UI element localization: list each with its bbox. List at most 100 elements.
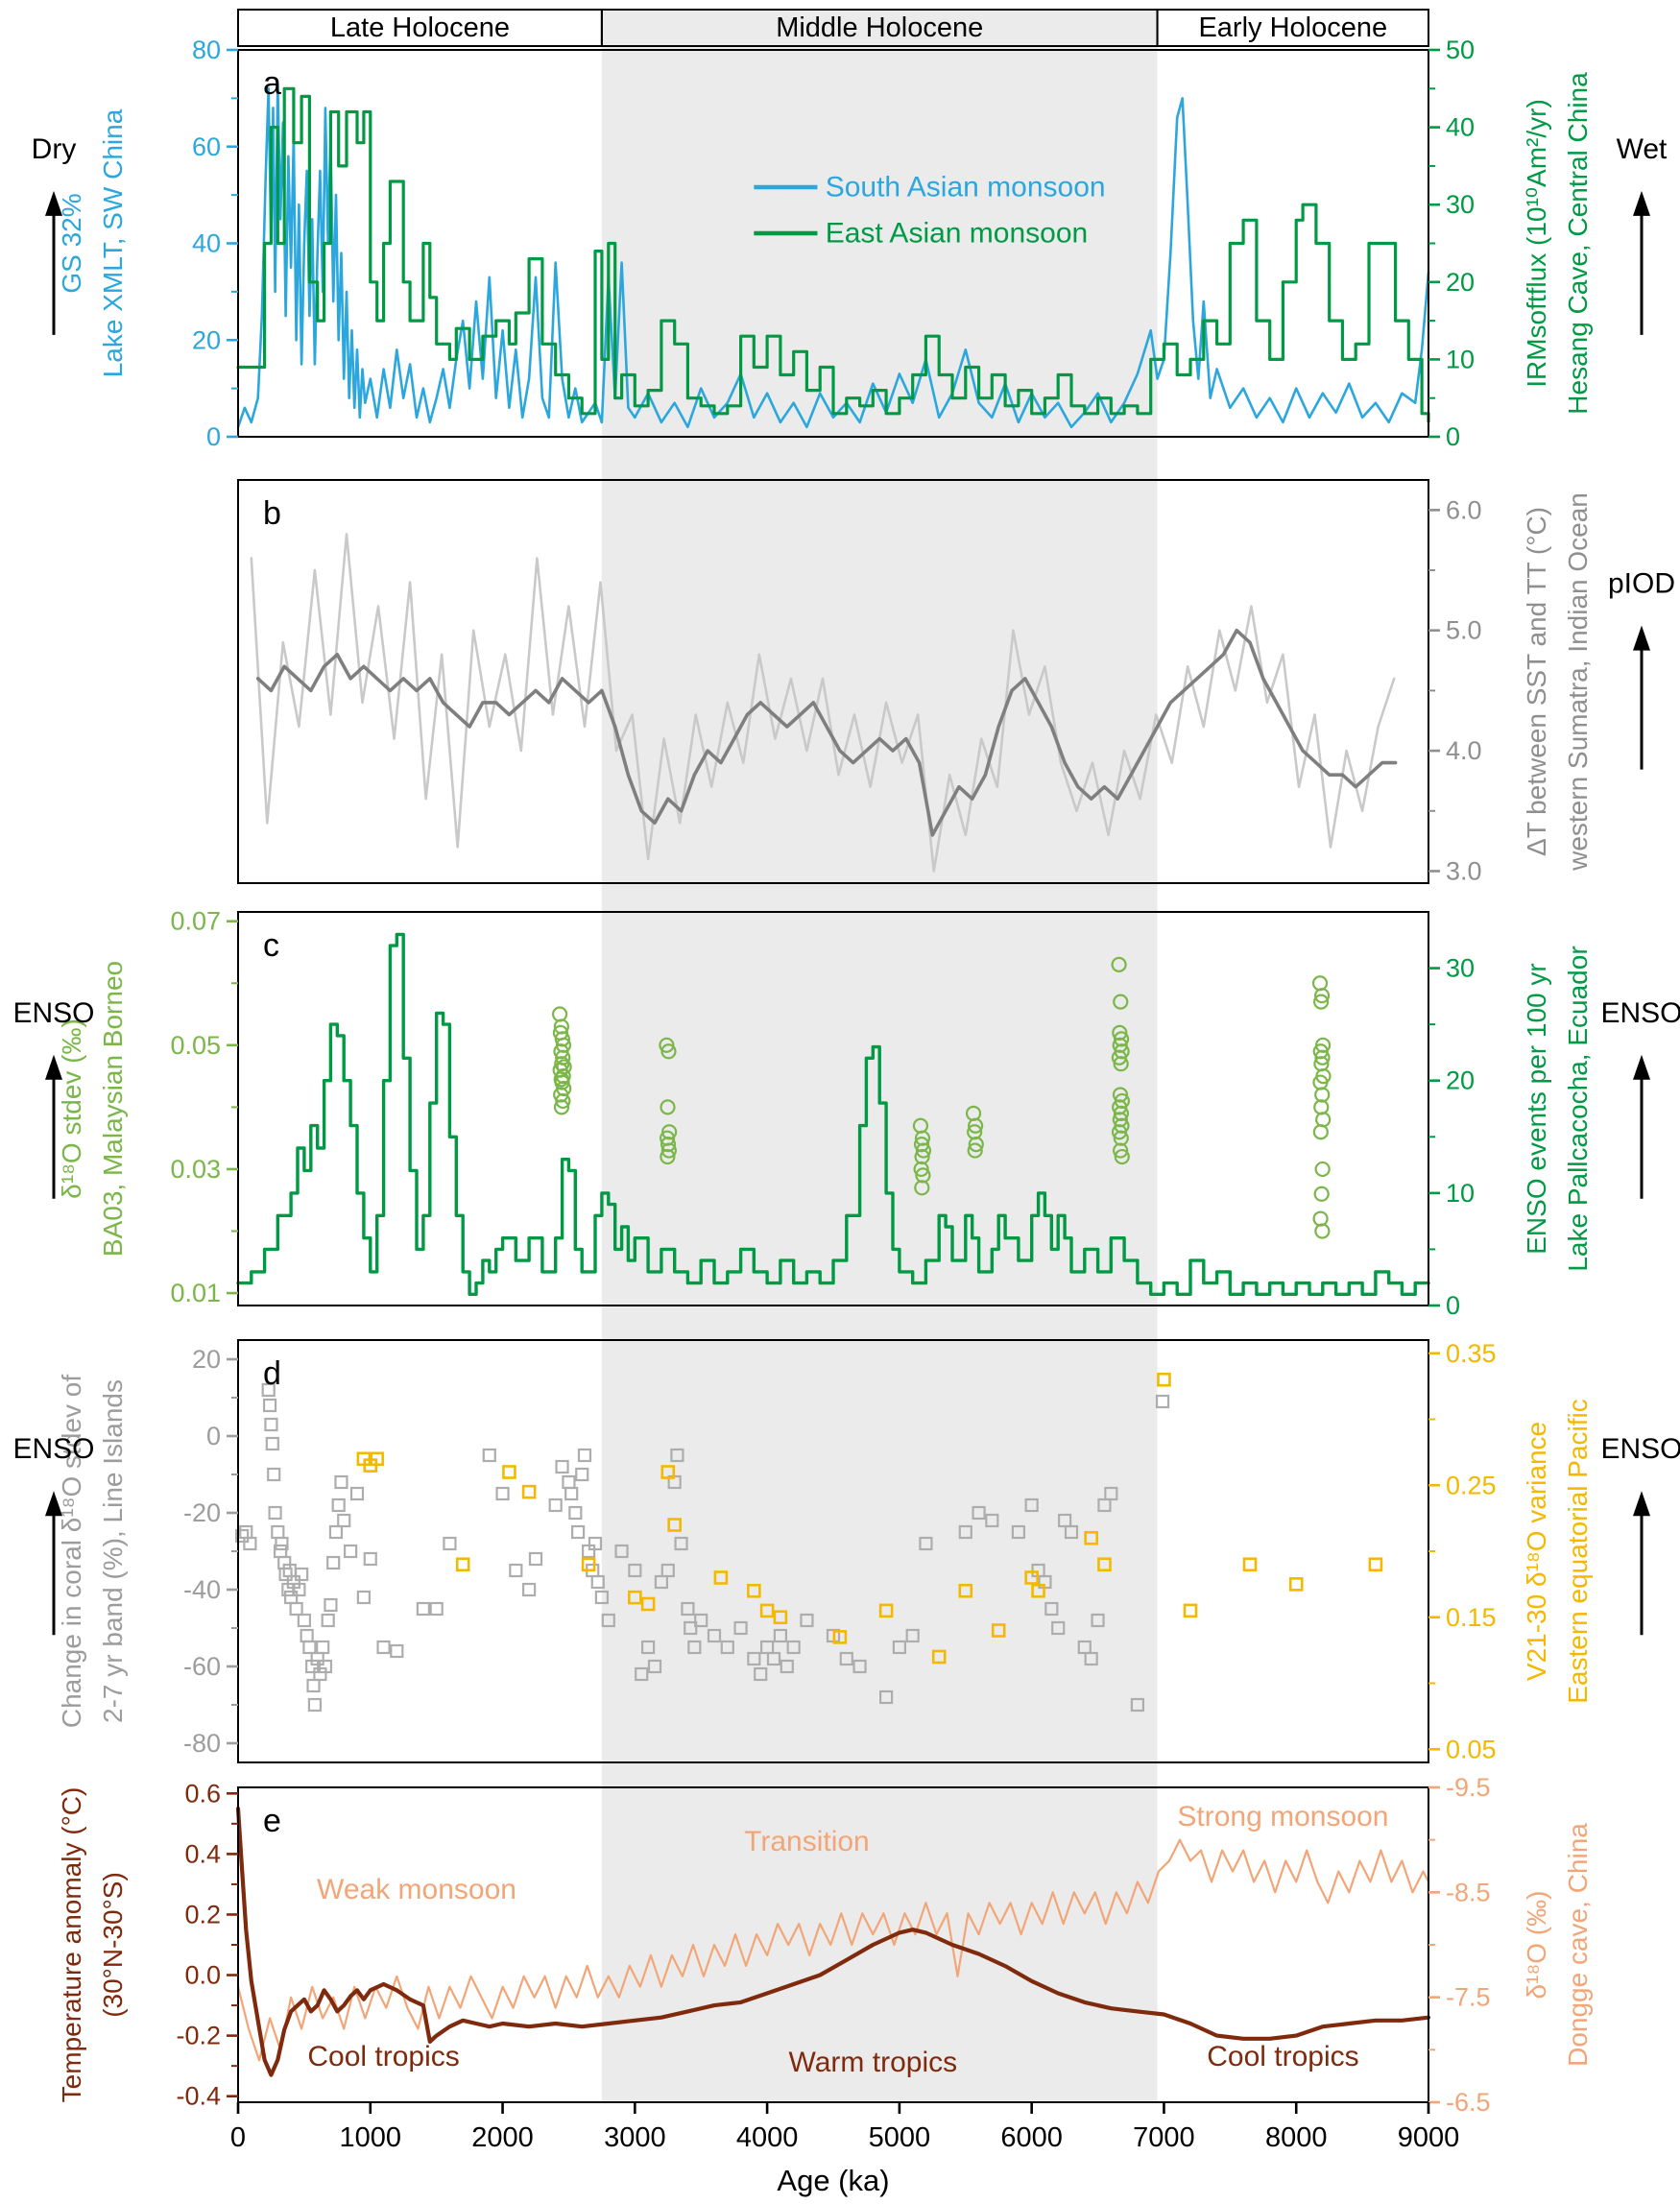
tick-label: 20 <box>1446 1066 1475 1095</box>
series-east-asian-monsoon <box>236 86 1430 423</box>
annotation: Transition <box>744 1826 870 1857</box>
outer-label-right-b: pIOD <box>1608 568 1675 770</box>
axis-title-line: IRMsoftflux (10¹⁰Am²/yr) <box>1522 99 1551 388</box>
x-tick-label: 0 <box>230 2122 246 2153</box>
outer-label-right-a: Wet <box>1617 133 1668 335</box>
annotation: Cool tropics <box>307 2041 459 2072</box>
tick-label: -80 <box>183 1729 221 1758</box>
series-south-asian-monsoon <box>236 83 1430 429</box>
axis-title-line: 2-7 yr band (%), Line Islands <box>98 1379 128 1723</box>
x-tick-label: 8000 <box>1265 2122 1328 2153</box>
axis-title-line: western Sumatra, Indian Ocean <box>1563 492 1593 872</box>
x-tick-label: 1000 <box>340 2122 402 2153</box>
tick-label: 50 <box>1446 36 1475 64</box>
tick-label: -0.2 <box>176 2022 221 2050</box>
tick-label: 0.4 <box>184 1839 221 1868</box>
epoch-label: Early Holocene <box>1198 12 1387 43</box>
outer-label-left-d: ENSO <box>12 1433 95 1636</box>
panel-a-right-axis: 0 10 20 30 40 50 IRMsoftflux (10¹⁰Am²/yr) Hesan… <box>1428 36 1593 451</box>
outer-label-text: Wet <box>1617 133 1668 165</box>
series-v21-30-variance-squares <box>356 1372 1383 1665</box>
series-borneo-d18o-stdev-circles <box>551 956 1332 1239</box>
epoch-header: Late Holocene Middle Holocene Early Holoce… <box>237 9 1429 47</box>
up-arrow-icon <box>1633 1054 1650 1080</box>
tick-label: 10 <box>1446 1179 1475 1208</box>
tick-label: 3.0 <box>1446 856 1482 885</box>
tick-label: -6.5 <box>1446 2088 1491 2117</box>
tick-label: 0.07 <box>170 907 221 936</box>
panel-letter-c: c <box>263 927 279 964</box>
axis-title-line: δ¹⁸O stdev (‰) <box>57 1018 86 1199</box>
tick-label: 0.03 <box>170 1155 221 1184</box>
tick-label: 0.6 <box>184 1779 221 1808</box>
tick-label: -20 <box>183 1498 221 1527</box>
up-arrow-icon <box>1633 625 1650 651</box>
x-tick-label: 2000 <box>471 2122 534 2153</box>
up-arrow-icon <box>1633 190 1650 216</box>
axis-title-line: ENSO events per 100 yr <box>1522 963 1551 1254</box>
panel-b: 3.0 4.0 5.0 6.0 ΔT between SST and TT (°C) we… <box>237 479 1593 885</box>
tick-label: 40 <box>192 229 221 258</box>
axis-title-line: Change in coral δ¹⁸O stdev of <box>57 1375 86 1728</box>
series-sst-tt-raw <box>250 533 1396 873</box>
axis-title-line: GS 32% <box>57 193 86 293</box>
panel-c: 0.01 0.03 0.05 0.07 δ¹⁸O stdev (‰) BA03, Mala… <box>57 907 1593 1320</box>
panel-d: 20 0 -20 -40 -60 -80 Change in coral δ¹⁸O stde… <box>57 1339 1593 1764</box>
tick-label: 30 <box>1446 954 1475 983</box>
outer-label-left-c: ENSO <box>12 997 95 1199</box>
axis-title-line: Dongge cave, China <box>1563 1823 1593 2067</box>
series-tropical-temperature-anomaly <box>235 1807 1431 2077</box>
series-dongge-d18o <box>236 1838 1430 2062</box>
tick-label: 6.0 <box>1446 495 1482 524</box>
annotation: Cool tropics <box>1207 2041 1358 2072</box>
tick-label: 0 <box>1446 1291 1460 1320</box>
tick-label: 40 <box>1446 113 1475 142</box>
tick-label: 0.01 <box>170 1279 221 1307</box>
panel-c-left-axis: 0.01 0.03 0.05 0.07 δ¹⁸O stdev (‰) BA03, Mala… <box>57 907 238 1307</box>
panel-b-right-axis: 3.0 4.0 5.0 6.0 ΔT between SST and TT (°C) we… <box>1428 492 1593 885</box>
epoch-label: Middle Holocene <box>776 12 983 43</box>
tick-label: 0.05 <box>170 1031 221 1060</box>
outer-label-text: ENSO <box>12 1433 94 1465</box>
annotation: Weak monsoon <box>317 1874 516 1905</box>
tick-label: -40 <box>183 1575 221 1604</box>
up-arrow-icon <box>1633 1491 1650 1517</box>
tick-label: 0 <box>1446 422 1460 451</box>
x-tick-label: 9000 <box>1398 2122 1460 2153</box>
tick-label: 0 <box>206 1422 221 1450</box>
axis-title-line: BA03, Malaysian Borneo <box>98 961 128 1257</box>
tick-label: -7.5 <box>1446 1983 1491 2012</box>
x-tick-label: 6000 <box>1000 2122 1063 2153</box>
outer-label-right-c: ENSO <box>1600 997 1680 1199</box>
tick-label: 20 <box>1446 268 1475 297</box>
panel-a-left-axis: 0 20 40 60 80 GS 32% Lake XMLT, SW China <box>57 36 238 451</box>
tick-label: 0 <box>206 422 221 451</box>
axis-title-line: V21-30 δ¹⁸O variance <box>1522 1422 1551 1681</box>
panel-d-right-axis: 0.35 0.25 0.15 0.05 V21-30 δ¹⁸O variance East… <box>1428 1339 1593 1763</box>
tick-label: 30 <box>1446 190 1475 219</box>
tick-label: 0.05 <box>1446 1735 1497 1763</box>
tick-label: -8.5 <box>1446 1878 1491 1906</box>
tick-label: -60 <box>183 1652 221 1681</box>
panel-a: 0 20 40 60 80 GS 32% Lake XMLT, SW China 0 10 20 3… <box>57 36 1593 451</box>
tick-label: 20 <box>192 325 221 354</box>
tick-label: 0.25 <box>1446 1471 1497 1499</box>
panel-c-frame <box>237 911 1429 1306</box>
series-enso-events-pallcacocha <box>236 932 1430 1296</box>
tick-label: 60 <box>192 132 221 161</box>
panel-letter-b: b <box>263 495 281 532</box>
outer-label-text: ENSO <box>12 997 94 1029</box>
panel-e-left-axis: 0.6 0.4 0.2 0.0 -0.2 -0.4 Temperature anomaly … <box>57 1779 238 2111</box>
up-arrow-icon <box>45 1491 62 1517</box>
tick-label: 0.35 <box>1446 1339 1497 1368</box>
x-tick-label: 7000 <box>1133 2122 1195 2153</box>
outer-label-text: pIOD <box>1608 568 1675 600</box>
epoch-label: Late Holocene <box>330 12 510 43</box>
x-axis-title: Age (ka) <box>777 2164 889 2197</box>
legend-label: East Asian monsoon <box>826 218 1089 250</box>
x-tick-label: 3000 <box>604 2122 666 2153</box>
series-sst-tt-smoothed <box>255 628 1398 837</box>
x-tick-label: 5000 <box>869 2122 931 2153</box>
